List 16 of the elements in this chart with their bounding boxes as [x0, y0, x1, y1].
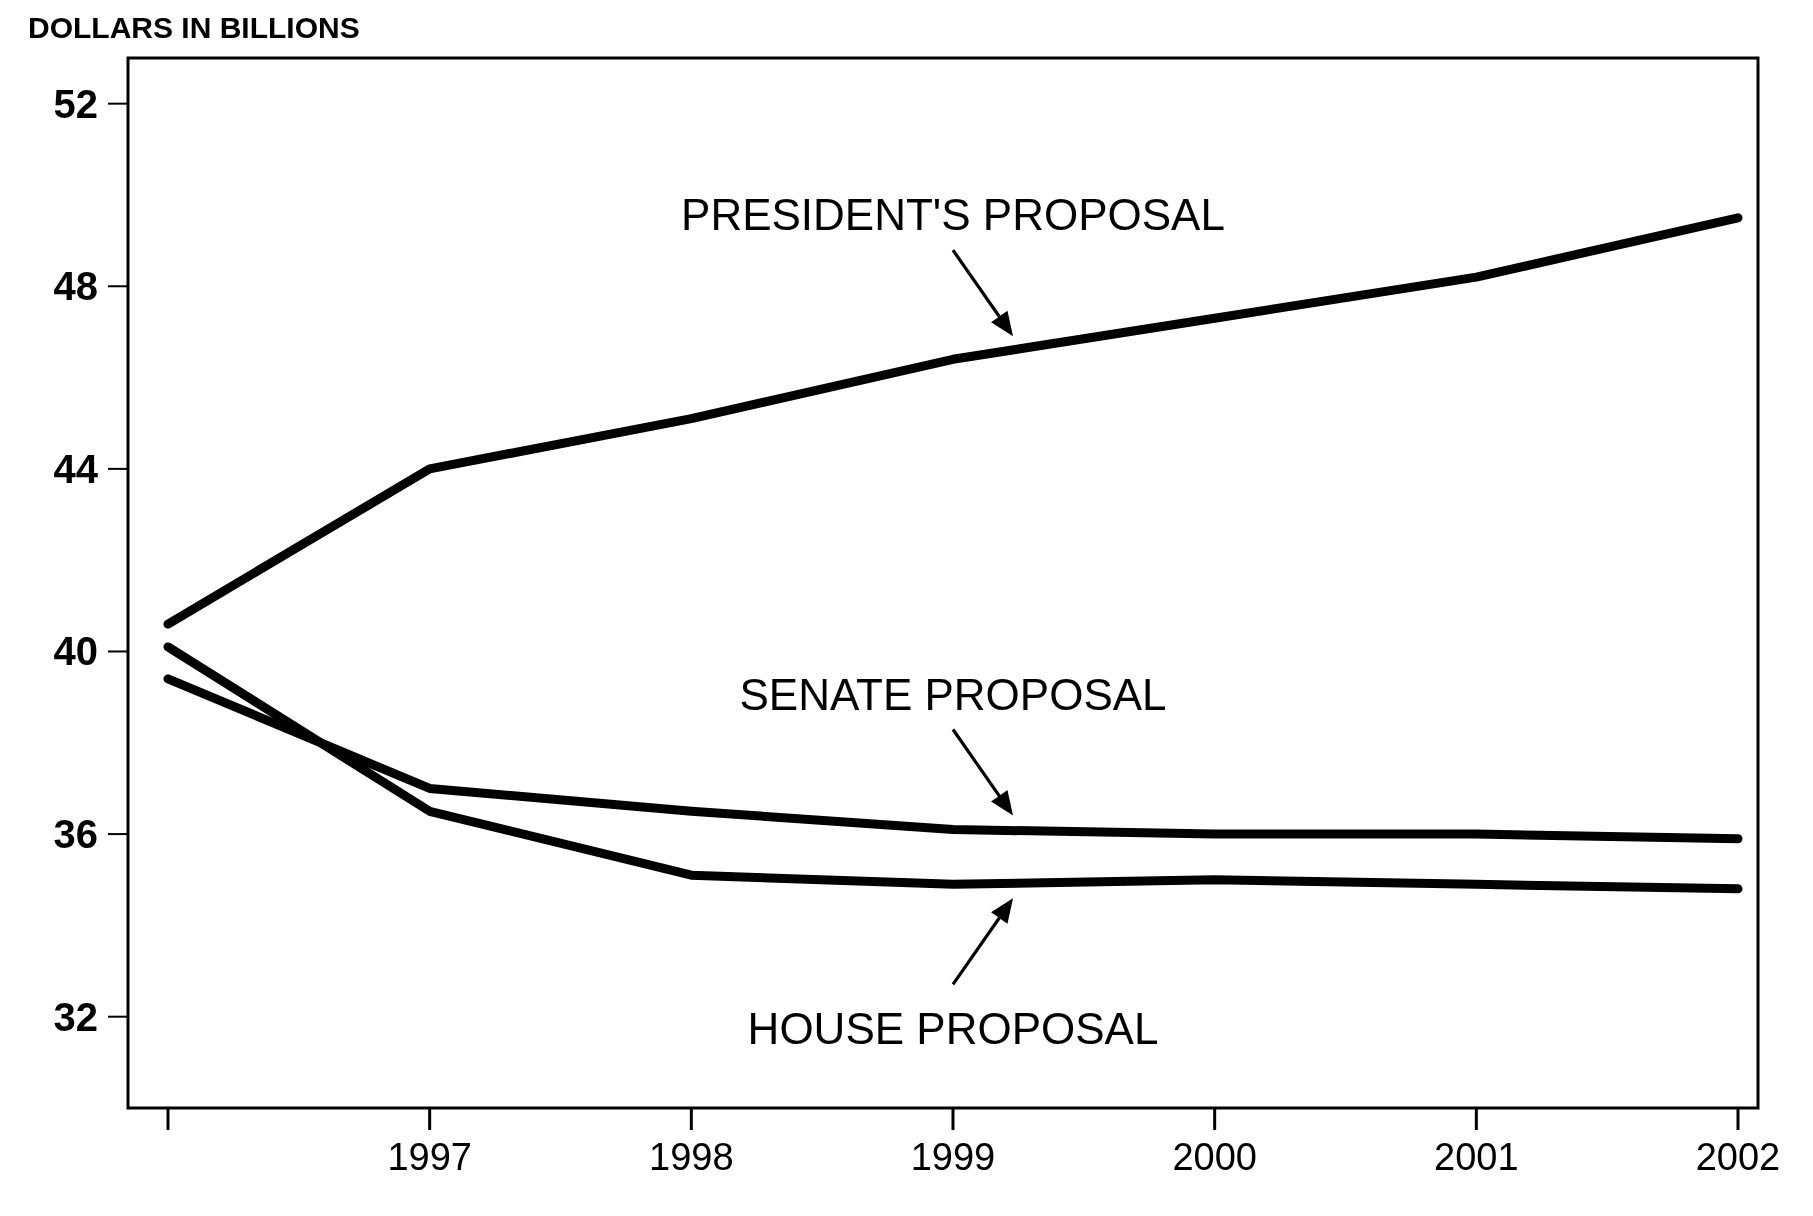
- y-tick-label: 32: [53, 994, 98, 1039]
- x-tick-label: 2002: [1695, 1136, 1781, 1178]
- y-tick-label: 48: [53, 264, 98, 309]
- y-tick-label: 40: [53, 629, 98, 674]
- x-tick-label: 2001: [1434, 1136, 1519, 1178]
- x-tick-label: 1997: [387, 1136, 472, 1178]
- y-tick-label: 52: [53, 81, 98, 126]
- y-tick-label: 44: [53, 446, 99, 491]
- y-tick-label: 36: [53, 812, 98, 857]
- annotation: HOUSE PROPOSAL: [747, 1004, 1159, 1054]
- y-axis-title: DOLLARS IN BILLIONS: [28, 11, 360, 44]
- x-tick-label: 1999: [910, 1136, 996, 1178]
- x-tick-label: 1998: [649, 1136, 734, 1178]
- annotation: PRESIDENT'S PROPOSAL: [681, 190, 1225, 240]
- annotation: SENATE PROPOSAL: [739, 669, 1167, 719]
- x-tick-label: 2000: [1172, 1136, 1257, 1178]
